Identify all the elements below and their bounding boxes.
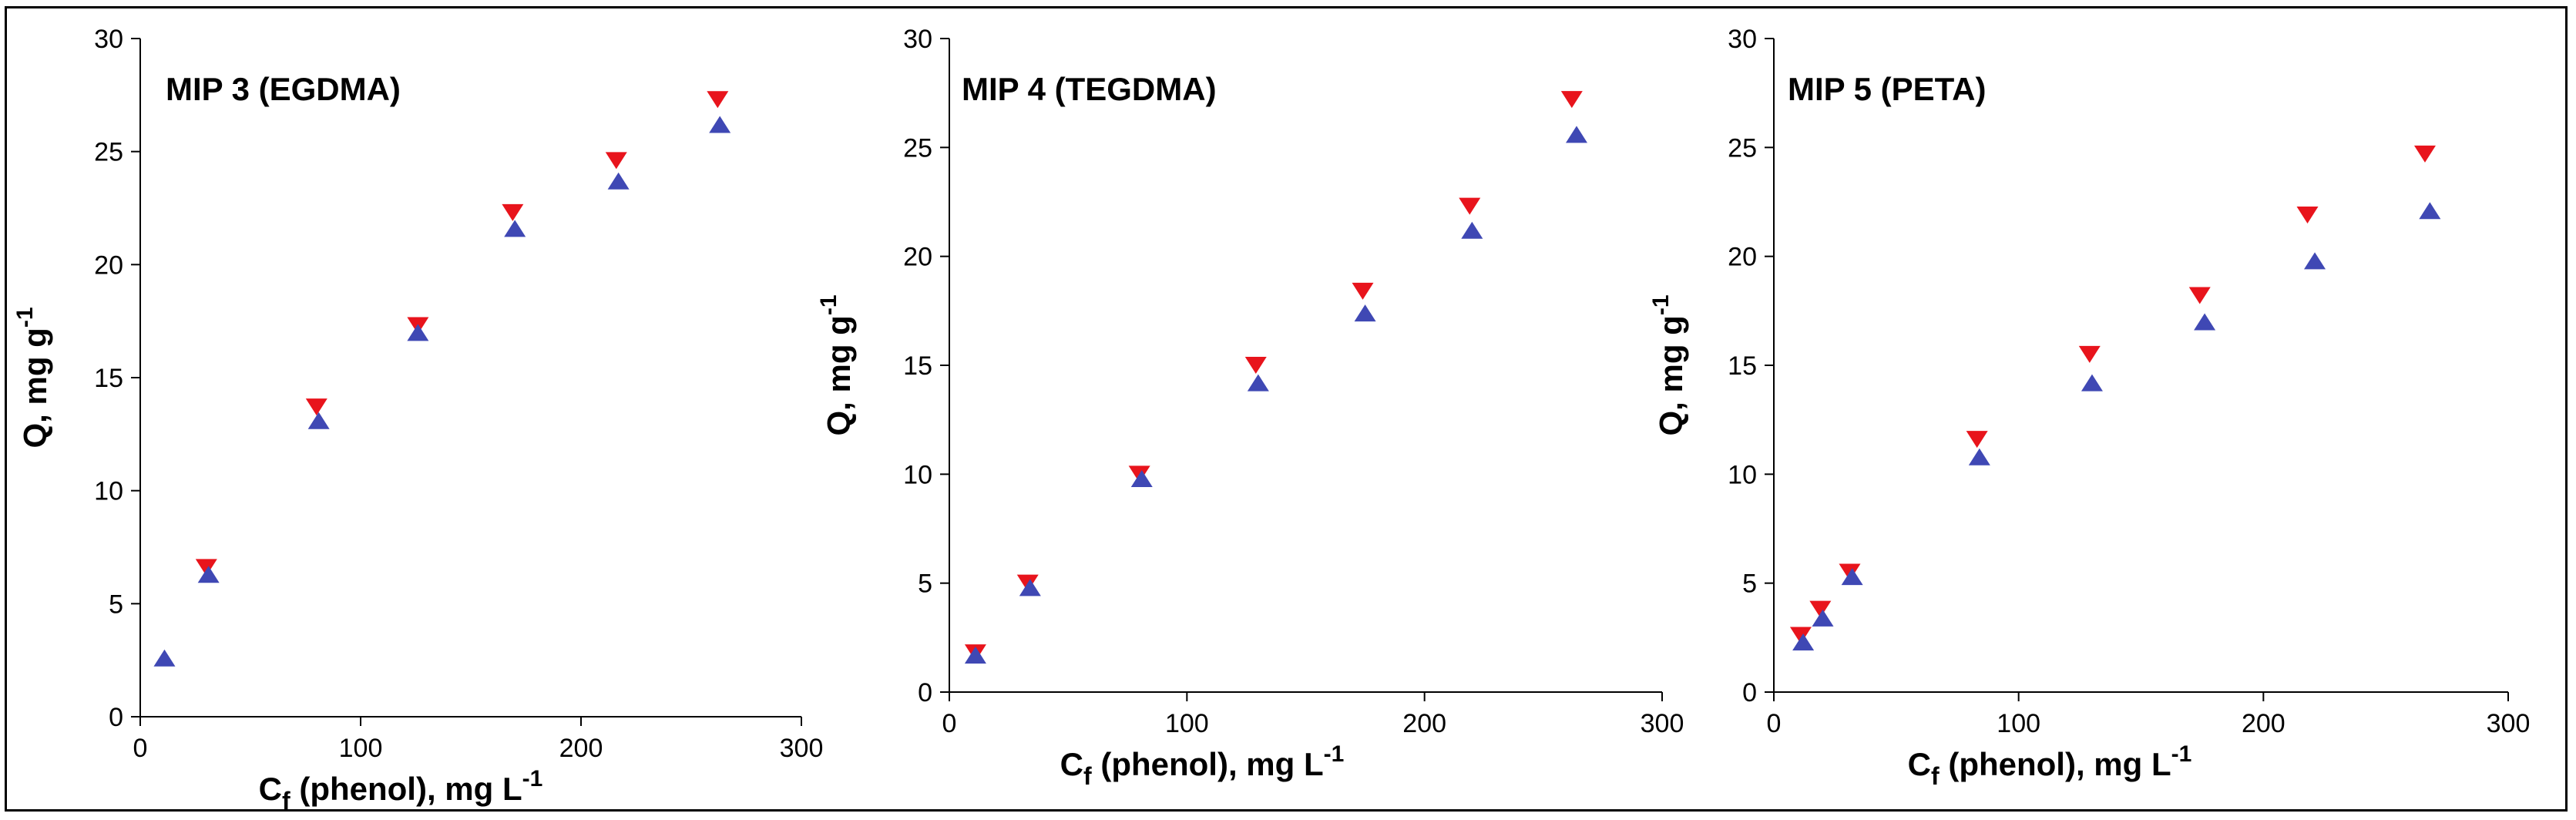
x-tick-label: 300 (1641, 709, 1684, 738)
data-point-down (2188, 287, 2211, 304)
x-tick-label: 200 (559, 734, 603, 763)
chart-title: MIP 5 (PETA) (1788, 71, 1986, 107)
chart-title: MIP 3 (EGDMA) (166, 71, 401, 107)
data-point-up (1354, 304, 1376, 322)
data-point-up (1566, 126, 1587, 143)
x-tick-label: 300 (780, 734, 824, 763)
y-tick-label: 25 (94, 138, 123, 167)
y-tick-label: 30 (903, 25, 932, 54)
series-2 (964, 126, 1587, 664)
chart-title: MIP 4 (TEGDMA) (962, 71, 1217, 107)
y-tick-label: 15 (94, 364, 123, 393)
y-tick-label: 5 (109, 590, 123, 619)
data-point-down (2078, 345, 2101, 363)
y-tick-label: 5 (1742, 570, 1757, 599)
y-tick-label: 15 (1728, 351, 1757, 381)
data-point-down (1244, 357, 1267, 374)
data-point-up (1461, 221, 1483, 239)
figure-frame (5, 6, 2568, 812)
data-point-down (1789, 627, 1812, 644)
series-1 (195, 91, 729, 576)
data-point-up (2419, 202, 2441, 220)
series-2 (153, 116, 731, 667)
data-point-up (2194, 313, 2216, 331)
data-point-down (1560, 91, 1583, 109)
y-axis-title: Q, mg g-1 (1648, 294, 1689, 435)
x-tick-label: 0 (1767, 709, 1782, 738)
y-axis-title: Q, mg g-1 (12, 307, 53, 448)
x-tick-label: 100 (1997, 709, 2040, 738)
data-point-down (707, 91, 729, 109)
data-point-down (1966, 431, 1988, 449)
y-tick-label: 0 (1742, 678, 1757, 707)
y-tick-label: 0 (109, 703, 123, 732)
x-tick-label: 0 (942, 709, 957, 738)
y-tick-label: 20 (94, 250, 123, 280)
data-point-up (2304, 252, 2326, 270)
data-point-down (605, 152, 627, 170)
x-axis-title: Cf (phenol), mg L-1 (259, 766, 543, 815)
data-point-up (1247, 374, 1269, 392)
data-point-up (1792, 633, 1815, 650)
data-point-up (197, 566, 220, 583)
x-axis-title: Cf (phenol), mg L-1 (1908, 741, 2192, 790)
series-1 (1789, 145, 2436, 644)
series-1 (964, 91, 1583, 662)
y-tick-label: 10 (1728, 460, 1757, 489)
x-tick-label: 200 (2242, 709, 2285, 738)
data-point-down (2296, 206, 2319, 223)
y-tick-label: 15 (903, 351, 932, 381)
y-tick-label: 20 (903, 243, 932, 272)
x-tick-label: 200 (1402, 709, 1446, 738)
data-point-up (307, 412, 330, 429)
x-tick-label: 100 (339, 734, 383, 763)
y-tick-label: 5 (918, 570, 932, 599)
data-point-up (2081, 374, 2103, 392)
y-tick-label: 30 (1728, 25, 1757, 54)
y-tick-label: 0 (918, 678, 932, 707)
data-point-down (2413, 145, 2436, 163)
data-point-down (1809, 600, 1832, 618)
data-point-up (964, 646, 986, 664)
data-point-up (504, 220, 526, 237)
data-point-up (407, 324, 429, 341)
y-tick-label: 20 (1728, 243, 1757, 272)
data-point-up (153, 649, 176, 667)
y-axis-title: Q, mg g-1 (816, 294, 857, 435)
data-point-up (1968, 448, 1990, 465)
x-tick-label: 300 (2487, 709, 2531, 738)
data-point-down (305, 398, 327, 416)
series-2 (1792, 202, 2441, 650)
x-axis-title: Cf (phenol), mg L-1 (1060, 741, 1345, 790)
y-tick-label: 10 (94, 477, 123, 506)
data-point-down (502, 203, 524, 221)
y-tick-label: 25 (903, 133, 932, 163)
data-point-up (607, 172, 630, 190)
data-point-up (1841, 568, 1863, 586)
x-tick-label: 100 (1165, 709, 1209, 738)
data-point-down (1459, 197, 1481, 215)
x-tick-label: 0 (133, 734, 148, 763)
y-tick-label: 30 (94, 25, 123, 54)
y-tick-label: 25 (1728, 133, 1757, 163)
data-point-down (195, 559, 217, 576)
y-tick-label: 10 (903, 460, 932, 489)
data-point-up (1019, 579, 1041, 597)
data-point-down (1352, 282, 1374, 300)
data-point-up (709, 116, 731, 133)
data-point-up (1812, 609, 1834, 627)
data-point-up (1130, 469, 1153, 487)
